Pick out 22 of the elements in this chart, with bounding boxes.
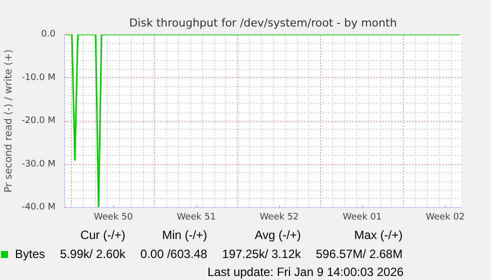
y-tick-label: -30.0 M: [22, 159, 56, 170]
text: 5.99k/ 2.60k: [59, 246, 126, 264]
y-tick-label: -10.0 M: [22, 72, 56, 83]
x-tick-label: Week 50: [94, 212, 134, 222]
text: Avg (-/+): [254, 227, 302, 244]
y-tick-label: -40.0 M: [22, 202, 56, 212]
x-tick-label: Week 01: [342, 212, 382, 222]
x-tick-label: Week 52: [260, 212, 299, 222]
text: Last update: Fri Jan 9 14:00:03 2026: [206, 264, 404, 280]
y-tick-label: -20.0 M: [22, 116, 56, 126]
y-tick-label: 0.0: [41, 30, 56, 40]
text: Min (-/+): [161, 227, 208, 244]
x-tick-label: Week 02: [426, 212, 465, 222]
text: 0.00 /603.48: [139, 246, 208, 264]
x-tick-label: Week 51: [176, 212, 216, 222]
y-axis-title: Pr second read (-) / write (+): [4, 49, 15, 193]
text: 596.57M/ 2.68M: [314, 246, 404, 264]
text: 197.25k/ 3.12k: [221, 246, 302, 264]
text: Max (-/+): [353, 227, 404, 244]
text: Cur (-/+): [79, 227, 126, 244]
legend-label: Bytes: [14, 246, 46, 264]
chart-title: Disk throughput for /dev/system/root - by month: [129, 16, 397, 30]
